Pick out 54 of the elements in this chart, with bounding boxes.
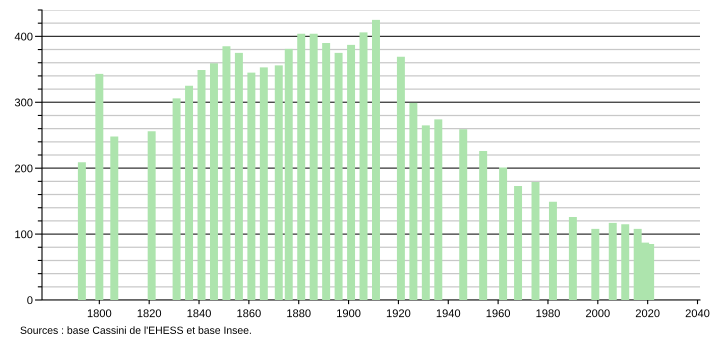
bar	[322, 42, 330, 300]
y-tick-label: 300	[14, 98, 33, 106]
y-tick-label: 400	[14, 32, 33, 40]
bar	[621, 224, 630, 300]
bar	[434, 119, 442, 300]
y-tick-label: 200	[14, 164, 33, 172]
bar	[532, 182, 540, 300]
x-tick-label: 1800	[88, 309, 112, 318]
x-tick-label: 2000	[586, 309, 610, 318]
x-tick-label: 1920	[386, 309, 410, 318]
bar	[514, 186, 522, 300]
bar	[274, 65, 283, 300]
source-note: Sources : base Cassini de l'EHESS et base Insee.	[20, 326, 251, 334]
x-tick-label: 1880	[287, 309, 311, 318]
bar	[334, 52, 343, 300]
bar	[310, 34, 318, 300]
bar	[548, 202, 557, 300]
bar	[95, 74, 104, 300]
bar	[247, 72, 256, 300]
x-tick-label: 2040	[686, 309, 710, 318]
bar	[608, 222, 617, 300]
bar	[260, 67, 268, 300]
bar	[172, 98, 181, 300]
bar	[284, 48, 293, 300]
x-tick-label: 1840	[188, 309, 211, 318]
bar	[591, 228, 600, 300]
bar	[347, 44, 356, 300]
y-tick-label: 100	[15, 230, 33, 238]
bar	[499, 168, 508, 300]
y-tick-label: 0	[27, 296, 33, 304]
bar	[372, 20, 380, 300]
bar	[185, 86, 194, 300]
bar	[198, 70, 206, 300]
x-tick-label: 2020	[636, 309, 660, 318]
bar	[568, 216, 577, 300]
bar	[360, 32, 368, 300]
bar	[297, 34, 306, 300]
bar	[422, 125, 430, 300]
bar	[148, 131, 156, 300]
bar	[396, 56, 405, 300]
x-tick-label: 1820	[138, 309, 162, 318]
x-tick-label: 1940	[436, 309, 460, 318]
x-tick-label: 1900	[337, 309, 360, 318]
x-tick-label: 1860	[237, 309, 261, 318]
bar	[479, 151, 488, 300]
bar	[409, 102, 418, 300]
bar	[234, 52, 243, 300]
x-tick-label: 1960	[486, 309, 510, 318]
x-tick-label: 1980	[536, 309, 560, 318]
bar	[210, 63, 218, 300]
bar	[110, 136, 118, 300]
bar	[78, 162, 86, 300]
bar	[459, 129, 468, 300]
bar	[222, 46, 230, 300]
